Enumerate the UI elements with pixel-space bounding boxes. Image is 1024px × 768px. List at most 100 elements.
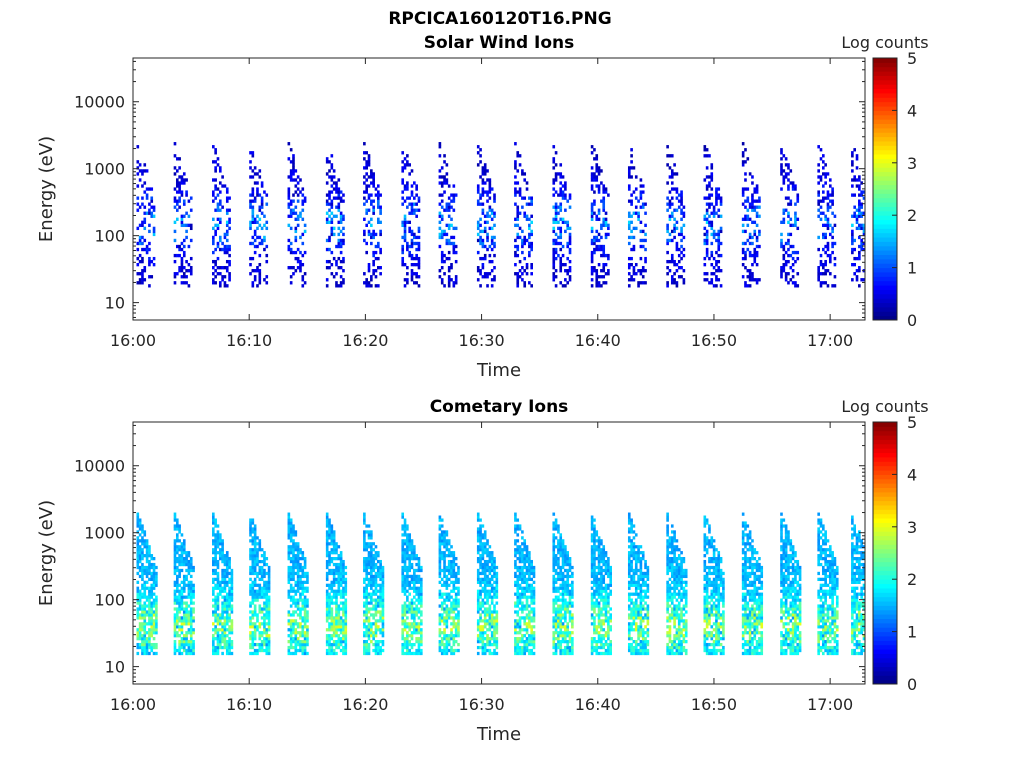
heatmap-cell	[143, 613, 147, 617]
heatmap-cell	[377, 645, 380, 650]
heatmap-cell	[328, 524, 331, 528]
heatmap-cell	[152, 557, 156, 561]
colorbar-segment	[873, 267, 897, 273]
heatmap-cell	[145, 196, 149, 200]
heatmap-cell	[148, 610, 151, 614]
heatmap-cell	[218, 637, 222, 641]
heatmap-cell	[152, 580, 156, 584]
heatmap-cell	[249, 651, 252, 656]
heatmap-cell	[187, 559, 191, 564]
heatmap-cell	[379, 631, 382, 635]
heatmap-cell	[180, 217, 184, 221]
heatmap-cell	[365, 613, 369, 617]
heatmap-cell	[303, 610, 307, 614]
heatmap-cell	[410, 574, 414, 579]
heatmap-cell	[641, 275, 645, 279]
heatmap-cell	[294, 583, 298, 587]
heatmap-cell	[337, 256, 341, 261]
heatmap-cell	[705, 166, 709, 170]
heatmap-cell	[481, 187, 485, 191]
heatmap-cell	[173, 595, 177, 599]
heatmap-cell	[452, 565, 456, 570]
heatmap-cell	[306, 610, 309, 614]
heatmap-cell	[403, 651, 407, 656]
heatmap-cell	[182, 272, 186, 276]
heatmap-cell	[826, 247, 830, 252]
heatmap-cell	[406, 527, 409, 531]
heatmap-cell	[518, 193, 522, 197]
heatmap-cell	[225, 266, 229, 270]
heatmap-cell	[415, 202, 418, 206]
heatmap-cell	[330, 616, 334, 620]
heatmap-cell	[644, 281, 647, 285]
heatmap-cell	[249, 518, 252, 522]
heatmap-cell	[559, 226, 563, 231]
heatmap-cell	[457, 610, 460, 614]
heatmap-cell	[438, 542, 442, 546]
heatmap-cell	[294, 559, 298, 564]
heatmap-cell	[365, 178, 369, 182]
heatmap-cell	[136, 512, 140, 516]
heatmap-cell	[216, 217, 220, 221]
heatmap-cell	[150, 214, 154, 218]
heatmap-cell	[483, 163, 487, 167]
heatmap-cell	[479, 241, 482, 246]
heatmap-cell	[403, 619, 407, 623]
heatmap-cell	[627, 199, 631, 203]
heatmap-cell	[632, 211, 636, 215]
heatmap-cell	[552, 253, 556, 258]
heatmap-cell	[703, 232, 707, 237]
heatmap-cell	[403, 220, 407, 224]
heatmap-cell	[267, 607, 271, 611]
heatmap-cell	[440, 592, 444, 596]
heatmap-cell	[344, 642, 348, 647]
heatmap-cell	[630, 193, 633, 197]
heatmap-cell	[363, 586, 366, 590]
heatmap-cell	[143, 645, 147, 650]
colorbar-segment	[873, 145, 897, 151]
heatmap-cell	[294, 604, 298, 608]
heatmap-cell	[136, 586, 140, 590]
heatmap-cell	[452, 616, 456, 620]
heatmap-cell	[417, 229, 421, 234]
heatmap-cell	[858, 269, 861, 273]
heatmap-cell	[335, 642, 338, 647]
heatmap-cell	[457, 628, 460, 632]
heatmap-cell	[514, 181, 517, 185]
heatmap-cell	[440, 568, 444, 573]
heatmap-cell	[379, 604, 382, 608]
heatmap-cell	[408, 559, 411, 564]
heatmap-cell	[173, 220, 177, 224]
heatmap-cell	[450, 631, 453, 635]
heatmap-cell	[148, 640, 151, 644]
heatmap-cell	[138, 272, 142, 276]
heatmap-cell	[141, 184, 144, 188]
heatmap-cell	[819, 211, 823, 215]
heatmap-cell	[299, 250, 302, 255]
heatmap-cell	[401, 181, 405, 185]
heatmap-cell	[260, 565, 264, 570]
heatmap-cell	[530, 196, 533, 200]
heatmap-cell	[452, 208, 456, 212]
heatmap-cell	[413, 589, 416, 593]
heatmap-cell	[289, 281, 293, 285]
heatmap-cell	[403, 548, 407, 552]
heatmap-cell	[438, 616, 442, 620]
heatmap-cell	[374, 244, 378, 249]
heatmap-cell	[554, 163, 558, 167]
heatmap-cell	[748, 235, 752, 240]
heatmap-cell	[192, 640, 195, 644]
heatmap-cell	[675, 244, 679, 249]
heatmap-cell	[787, 253, 790, 258]
heatmap-cell	[289, 571, 293, 576]
heatmap-cell	[595, 178, 599, 182]
heatmap-cell	[564, 196, 567, 200]
heatmap-cell	[744, 187, 747, 191]
heatmap-cell	[445, 565, 449, 570]
heatmap-cell	[634, 211, 638, 215]
heatmap-cell	[410, 586, 414, 590]
heatmap-cell	[265, 202, 269, 206]
heatmap-cell	[325, 628, 329, 632]
heatmap-cell	[325, 539, 329, 543]
heatmap-cell	[377, 568, 380, 573]
